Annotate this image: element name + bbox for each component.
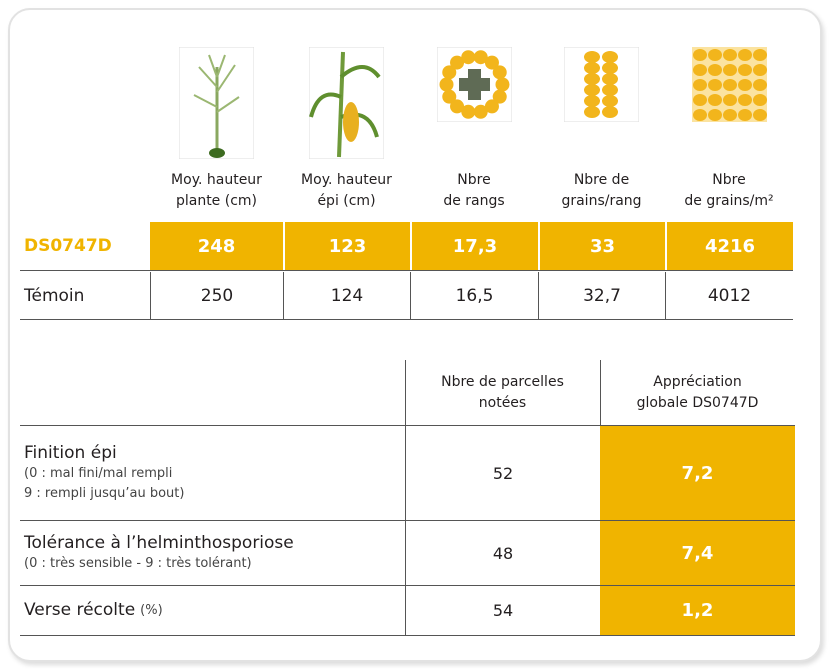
illustration: [564, 47, 639, 122]
divider: [600, 360, 601, 425]
value-cell: 123: [285, 222, 410, 270]
column-header: Nbre de parcelles notées: [405, 360, 600, 425]
value-cell: 32,7: [538, 272, 665, 320]
illustration: [179, 47, 254, 159]
row-label: Témoin: [20, 272, 150, 320]
illustration: [437, 47, 512, 122]
row-title: Finition épi: [24, 443, 405, 464]
illustration: [692, 47, 767, 122]
illustration: [309, 47, 384, 159]
value-cell: 4216: [667, 222, 793, 270]
column-header: Nbre de grains/m²: [665, 170, 793, 218]
row-note: (0 : très sensible - 9 : très tolérant): [24, 554, 405, 574]
row-title: Tolérance à l’helminthosporiose: [24, 533, 405, 554]
row-note: (%): [140, 601, 163, 621]
value-cell: 124: [283, 272, 410, 320]
picture: [309, 47, 384, 159]
page: Moy. hauteur plante (cm)Moy. hauteur épi…: [0, 0, 829, 669]
count-cell: 48: [406, 521, 600, 585]
value-cell: 248: [150, 222, 283, 270]
value-cell: 250: [150, 272, 283, 320]
row-title: Verse récolte: [24, 600, 135, 621]
row-label: Finition épi(0 : mal fini/mal rempli 9 :…: [20, 426, 405, 520]
row-label: DS0747D: [20, 222, 150, 270]
column-header: Moy. hauteur épi (cm): [283, 170, 410, 218]
column-header: Nbre de grains/rang: [538, 170, 665, 218]
column-header: Nbre de rangs: [410, 170, 538, 218]
value-cell: 17,3: [412, 222, 538, 270]
value-cell: 16,5: [410, 272, 538, 320]
count-cell: 52: [406, 426, 600, 520]
score-cell: 7,4: [600, 521, 795, 585]
row-label: Verse récolte(%): [20, 586, 405, 635]
count-cell: 54: [406, 586, 600, 635]
column-header: Appréciation globale DS0747D: [600, 360, 795, 425]
value-cell: 4012: [665, 272, 793, 320]
divider: [20, 635, 795, 636]
column-header: Moy. hauteur plante (cm): [150, 170, 283, 218]
picture: [692, 47, 767, 122]
picture: [437, 47, 512, 122]
value-cell: 33: [540, 222, 665, 270]
score-cell: 1,2: [600, 586, 795, 635]
divider: [20, 270, 793, 271]
picture: [179, 47, 254, 159]
row-note: (0 : mal fini/mal rempli 9 : rempli jusq…: [24, 464, 405, 504]
score-cell: 7,2: [600, 426, 795, 520]
picture: [564, 47, 639, 122]
row-label: Tolérance à l’helminthosporiose(0 : très…: [20, 521, 405, 585]
